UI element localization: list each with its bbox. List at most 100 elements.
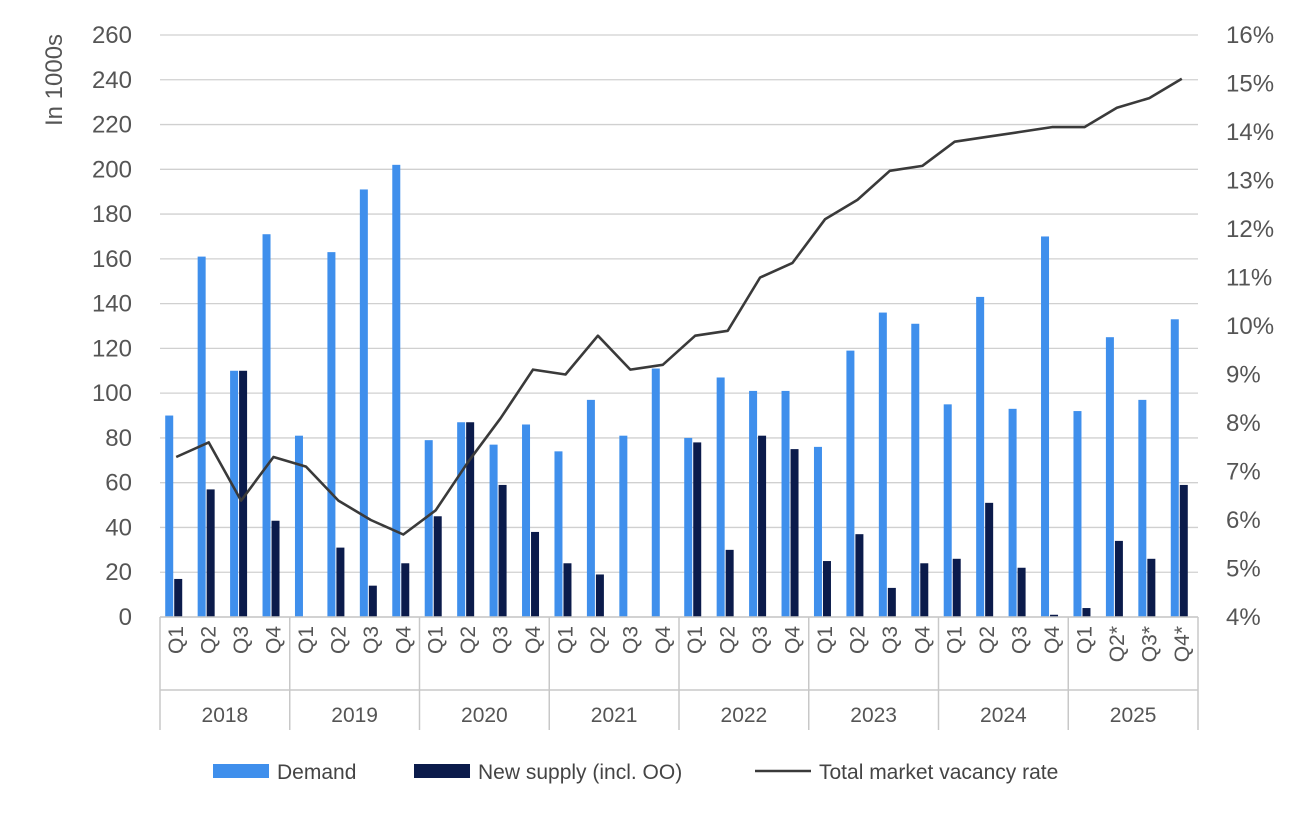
- x-tick-label: Q1: [944, 626, 967, 654]
- x-tick-label: Q2*: [1106, 626, 1129, 662]
- x-tick-label: Q1: [425, 626, 448, 654]
- legend-label: New supply (incl. OO): [478, 761, 682, 784]
- y-tick-label: 120: [92, 335, 132, 362]
- bar-new-supply: [531, 531, 540, 617]
- y2-tick-label: 12%: [1226, 216, 1274, 243]
- y2-tick-label: 15%: [1226, 71, 1274, 98]
- year-label: 2018: [202, 704, 249, 727]
- bar-demand: [586, 399, 595, 617]
- x-tick-label: Q2: [976, 626, 999, 654]
- bar-demand: [554, 451, 563, 617]
- bar-demand: [1008, 408, 1017, 617]
- bar-demand: [1105, 337, 1114, 617]
- bar-new-supply: [401, 563, 410, 617]
- y2-tick-label: 9%: [1226, 362, 1261, 389]
- y-axis-label: In 1000s: [41, 34, 68, 126]
- bar-new-supply: [1114, 540, 1123, 617]
- y-tick-label: 60: [105, 470, 132, 497]
- bar-demand: [749, 390, 758, 617]
- bar-new-supply: [952, 558, 961, 617]
- x-tick-label: Q2: [846, 626, 869, 654]
- legend-swatch: [213, 764, 269, 778]
- bar-new-supply: [1147, 558, 1156, 617]
- y2-tick-label: 10%: [1226, 313, 1274, 340]
- bar-new-supply: [1082, 608, 1091, 617]
- bar-new-supply: [271, 520, 280, 617]
- legend-swatch: [414, 764, 470, 778]
- bar-demand: [619, 435, 628, 617]
- y-axis-left: 0 20 40 60 80 100 120 140 160 180 200 220 240 260: [92, 22, 132, 631]
- x-tick-label: Q2: [457, 626, 480, 654]
- y2-tick-label: 4%: [1226, 604, 1261, 631]
- bar-new-supply: [174, 578, 183, 617]
- legend-label: Total market vacancy rate: [819, 761, 1058, 784]
- x-tick-label: Q3: [879, 626, 902, 654]
- legend: Demand New supply (incl. OO) Total market …: [213, 761, 1058, 784]
- y-axis-right: 4% 5% 6% 7% 8% 9% 10% 11% 12% 13% 14% 15% 16%: [1226, 22, 1274, 631]
- y-tick-label: 0: [119, 604, 132, 631]
- bar-new-supply: [368, 585, 377, 617]
- y-tick-label: 100: [92, 380, 132, 407]
- x-tick-label: Q3: [619, 626, 642, 654]
- y-tick-label: 140: [92, 291, 132, 318]
- bar-demand: [197, 256, 206, 617]
- bar-demand: [457, 422, 466, 617]
- bar-new-supply: [206, 489, 215, 617]
- y2-tick-label: 7%: [1226, 459, 1261, 486]
- year-label: 2024: [980, 704, 1027, 727]
- y-tick-label: 260: [92, 22, 132, 49]
- year-label: 2025: [1110, 704, 1157, 727]
- bar-demand: [911, 323, 920, 617]
- x-tick-label: Q4: [911, 626, 934, 654]
- x-tick-label: Q4: [782, 626, 805, 654]
- y-tick-label: 240: [92, 67, 132, 94]
- bar-new-supply: [466, 422, 475, 617]
- year-label: 2021: [591, 704, 638, 727]
- y2-tick-label: 5%: [1226, 556, 1261, 583]
- bar-demand: [1073, 411, 1082, 617]
- y2-tick-label: 6%: [1226, 507, 1261, 534]
- bar-new-supply: [433, 516, 442, 617]
- bar-new-supply: [1050, 614, 1059, 617]
- bar-demand: [846, 350, 855, 617]
- bar-demand: [781, 390, 790, 617]
- bar-new-supply: [855, 534, 864, 617]
- y2-tick-label: 16%: [1226, 22, 1274, 49]
- x-tick-label: Q3: [230, 626, 253, 654]
- bar-new-supply: [498, 484, 507, 617]
- y-tick-label: 80: [105, 425, 132, 452]
- x-tick-label: Q3: [490, 626, 513, 654]
- x-tick-label: Q3: [1009, 626, 1032, 654]
- bar-new-supply: [563, 563, 572, 617]
- x-tick-label: Q1: [295, 626, 318, 654]
- x-tick-label: Q2: [327, 626, 350, 654]
- y-tick-label: 160: [92, 246, 132, 273]
- y2-tick-label: 14%: [1226, 119, 1274, 146]
- x-tick-label: Q4*: [1171, 626, 1194, 662]
- bar-new-supply: [887, 587, 896, 617]
- bar-new-supply: [595, 574, 604, 617]
- x-tick-label: Q1: [555, 626, 578, 654]
- year-label: 2022: [721, 704, 768, 727]
- y2-tick-label: 13%: [1226, 168, 1274, 195]
- bar-new-supply: [985, 502, 994, 617]
- bar-demand: [1138, 399, 1147, 617]
- bar-new-supply: [239, 370, 248, 617]
- bar-demand: [359, 189, 368, 617]
- bar-demand: [813, 446, 822, 617]
- bar-demand: [878, 312, 887, 617]
- x-tick-label: Q2: [587, 626, 610, 654]
- bars: [165, 164, 1188, 618]
- bar-new-supply: [1179, 484, 1188, 617]
- x-axis: Q1 Q2 Q3 Q4 Q1 Q2 Q3 Q4 Q1 Q2 Q3 Q4 Q1 Q2 Q3 Q4 Q1 Q2 Q3 Q4…: [159, 616, 1199, 730]
- bar-demand: [424, 440, 433, 617]
- bar-new-supply: [1017, 567, 1026, 617]
- bar-demand: [716, 377, 725, 617]
- y2-tick-label: 11%: [1226, 265, 1272, 292]
- bar-new-supply: [336, 547, 345, 617]
- bar-demand: [1041, 236, 1050, 617]
- x-tick-label: Q4: [522, 626, 545, 654]
- bar-demand: [327, 252, 336, 617]
- bar-demand: [489, 444, 498, 617]
